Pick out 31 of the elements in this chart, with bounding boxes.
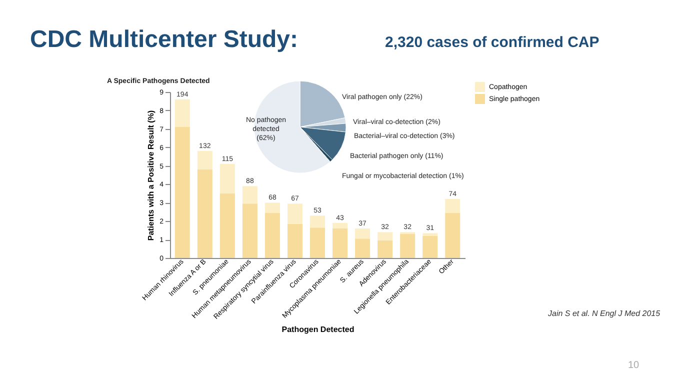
bar bbox=[378, 232, 393, 240]
bar bbox=[242, 186, 258, 204]
bar bbox=[445, 198, 460, 213]
bar bbox=[242, 204, 258, 258]
bar bbox=[310, 228, 325, 258]
bar bbox=[422, 233, 438, 236]
bar bbox=[355, 238, 370, 258]
text: Jain S et al. N Engl J Med 2015 bbox=[547, 309, 661, 318]
bar bbox=[400, 234, 416, 258]
y-axis-title: Patients with a Positive Result (%) bbox=[146, 110, 156, 241]
bar bbox=[220, 193, 235, 258]
bar bbox=[445, 212, 460, 258]
bar bbox=[174, 127, 190, 258]
bar bbox=[422, 236, 438, 258]
bar bbox=[287, 224, 302, 258]
bar bbox=[332, 222, 348, 228]
bar bbox=[264, 212, 280, 258]
bar bbox=[332, 228, 348, 258]
x-axis-title: Pathogen Detected bbox=[282, 325, 354, 334]
text: 10 bbox=[628, 360, 640, 371]
bar bbox=[220, 164, 235, 194]
bar bbox=[197, 151, 212, 170]
bar bbox=[197, 169, 212, 258]
bar bbox=[378, 240, 393, 258]
bar bbox=[264, 202, 280, 213]
bar bbox=[287, 204, 302, 224]
bar bbox=[355, 228, 370, 239]
bar bbox=[174, 99, 190, 128]
chart-subtitle: 2,320 cases of confirmed CAP bbox=[385, 34, 600, 51]
chart-title: CDC Multicenter Study: bbox=[30, 26, 298, 53]
bar bbox=[310, 216, 325, 228]
